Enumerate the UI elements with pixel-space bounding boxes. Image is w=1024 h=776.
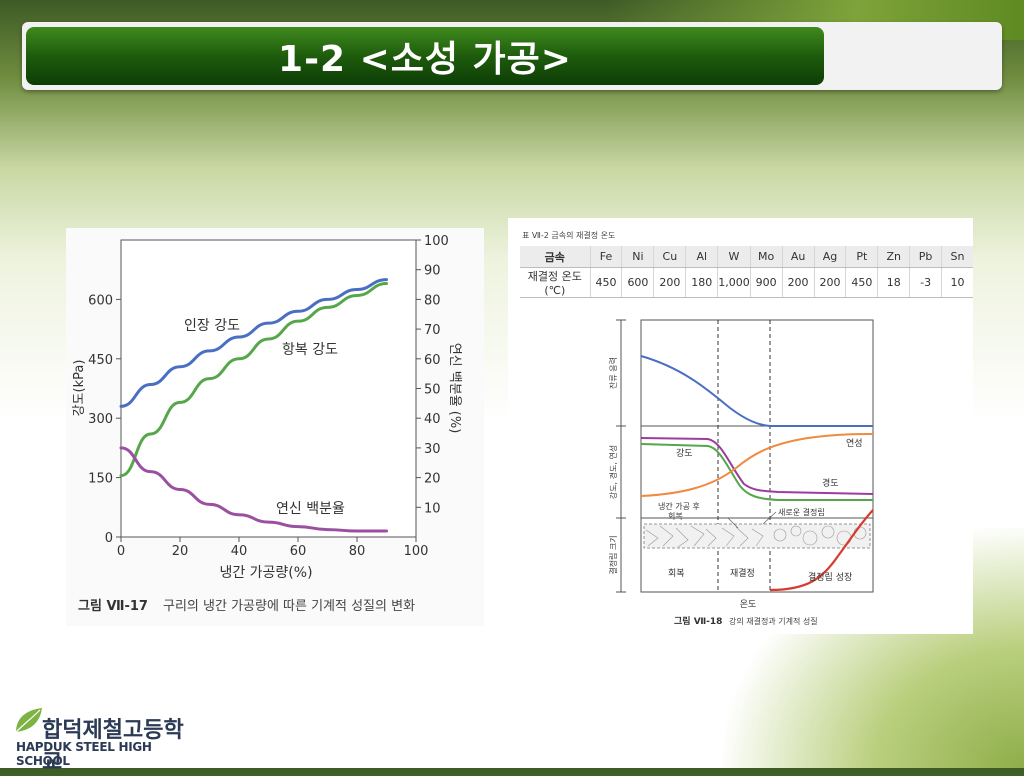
annotation-cold-worked: 냉간 가공 후	[658, 501, 700, 511]
school-name-en: HAPDUK STEEL HIGH SCHOOL	[16, 740, 152, 768]
table-cell-temp: 10	[941, 267, 973, 298]
leaf-icon	[15, 708, 42, 733]
stage-label-recrystallization: 재결정	[730, 568, 755, 579]
school-name-kr: 합덕제철고등학교	[42, 718, 184, 775]
table-header-label: 금속	[520, 246, 591, 268]
table-header-metal: Sn	[941, 246, 973, 268]
x-tick-label: 0	[117, 544, 125, 559]
curve-label-strength: 강도	[676, 448, 693, 459]
figure-right-caption-prefix: 그림 Ⅶ-18	[674, 615, 722, 627]
figure-right-panel: 표 Ⅶ-2 금속의 재결정 온도 금속 Fe Ni Cu Al W Mo Au Ag Pt Zn P…	[508, 218, 973, 634]
annotation-new-grains: 새로운 결정립	[778, 507, 825, 517]
table-header-metal: Cu	[653, 246, 686, 268]
band-label-residual: 잔류 응력	[608, 357, 618, 389]
x-tick-label: 60	[290, 544, 307, 559]
table-cell-temp: 450	[845, 267, 878, 298]
y-right-tick-label: 40	[424, 412, 441, 427]
y-right-tick-label: 90	[424, 264, 441, 279]
table-row: 재결정 온도(℃) 450 600 200 180 1,000 900 200 200 450 1…	[520, 267, 973, 298]
y-right-tick-label: 20	[424, 472, 441, 487]
stage-label-recovery: 회복	[668, 568, 685, 579]
stage-label-grain-growth: 결정립 성장	[808, 572, 852, 583]
x-tick-label: 80	[349, 544, 366, 559]
curve-label-hardness: 경도	[822, 477, 839, 489]
series-line-1	[119, 282, 388, 478]
y-left-tick-label: 600	[88, 293, 113, 308]
hardness-curve	[640, 437, 874, 495]
y-right-tick-label: 30	[424, 442, 441, 457]
y-right-tick-label: 50	[424, 383, 441, 398]
grain-growth-curve	[769, 509, 874, 592]
table-header-metal: Ni	[621, 246, 654, 268]
series-label-tensile: 인장 강도	[184, 318, 240, 334]
table-cell-temp: 1,000	[717, 267, 751, 298]
x-tick-label: 100	[404, 544, 429, 559]
residual-stress-curve	[640, 355, 873, 427]
table-cell-temp: 200	[813, 267, 846, 298]
figure-right-caption: 강의 재결정과 기계적 성질	[729, 616, 818, 626]
y-right-tick-label: 80	[424, 293, 441, 308]
table-header-metal: Ag	[813, 246, 846, 268]
figure-left-caption: 구리의 냉간 가공량에 따른 기계적 성질의 변화	[163, 599, 415, 614]
annotation-recovery: 회복	[668, 512, 683, 521]
y-left-tick-label: 150	[88, 472, 113, 487]
recrystallization-diagram: 잔류 응력 강도, 경도, 연성 결정립 크기 강도 연성 경도 냉간 가공 후…	[608, 319, 874, 627]
table-row-label: 재결정 온도(℃)	[520, 267, 591, 298]
strength-curve	[640, 443, 873, 501]
y-left-tick-label: 0	[105, 531, 113, 546]
table-header-row: 금속 Fe Ni Cu Al W Mo Au Ag Pt Zn Pb Sn	[520, 246, 973, 268]
table-cell-temp: 450	[589, 267, 622, 298]
table-header-metal: Pt	[845, 246, 878, 268]
right-axis-label: 연신 백분율 (%)	[447, 343, 462, 434]
table-header-metal: Fe	[589, 246, 622, 268]
figure-left-panel: 0 20 40 60 80 100 0 150 300 450 600 10 20 30 40 50 60 70 8…	[66, 228, 484, 626]
table-header-metal: Zn	[877, 246, 910, 268]
table-cell-temp: 18	[877, 267, 910, 298]
x-tick-label: 20	[172, 544, 189, 559]
series-line-0	[119, 278, 388, 408]
y-right-tick-label: 100	[424, 234, 449, 249]
table-header-metal: Mo	[749, 246, 783, 268]
title-bar: 1-2 <소성 가공>	[26, 27, 824, 85]
table-cell-temp: -3	[909, 267, 942, 298]
cold-work-chart: 0 20 40 60 80 100 0 150 300 450 600 10 20 30 40 50 60 70 8…	[72, 234, 462, 614]
figure-left-caption-prefix: 그림 Ⅶ-17	[78, 599, 148, 614]
diagram-x-label: 온도	[740, 599, 757, 610]
table-cell-temp: 180	[685, 267, 718, 298]
slide-title: 1-2 <소성 가공>	[278, 39, 572, 80]
table-cell-temp: 200	[653, 267, 686, 298]
band-label-strength: 강도, 경도, 연성	[608, 445, 618, 499]
table-header-metal: Pb	[909, 246, 942, 268]
ductility-curve	[640, 433, 874, 497]
table-caption: 표 Ⅶ-2 금속의 재결정 온도	[522, 231, 616, 240]
x-tick-label: 40	[231, 544, 248, 559]
table-header-metal: W	[717, 246, 751, 268]
series-line-2	[119, 446, 388, 533]
band-label-grain: 결정립 크기	[608, 535, 618, 574]
recrystallization-table: 금속 Fe Ni Cu Al W Mo Au Ag Pt Zn Pb Sn 재결정 온도(℃) 450…	[520, 246, 973, 298]
y-left-tick-label: 450	[88, 353, 113, 368]
table-cell-temp: 900	[749, 267, 783, 298]
table-header-metal: Al	[685, 246, 718, 268]
curve-label-ductility: 연성	[846, 438, 863, 449]
x-axis-label: 냉간 가공량(%)	[219, 565, 312, 581]
y-right-tick-label: 10	[424, 501, 441, 516]
table-cell-temp: 200	[781, 267, 815, 298]
table-header-metal: Au	[781, 246, 815, 268]
left-axis-label: 강도(kPa)	[72, 360, 87, 417]
school-logo: 합덕제철고등학교 HAPDUK STEEL HIGH SCHOOL	[10, 702, 200, 775]
series-label-elongation: 연신 백분율	[276, 501, 345, 517]
y-right-tick-label: 60	[424, 353, 441, 368]
table-cell-temp: 600	[621, 267, 654, 298]
series-label-yield: 항복 강도	[282, 342, 338, 358]
y-left-tick-label: 300	[88, 412, 113, 427]
y-right-tick-label: 70	[424, 323, 441, 338]
